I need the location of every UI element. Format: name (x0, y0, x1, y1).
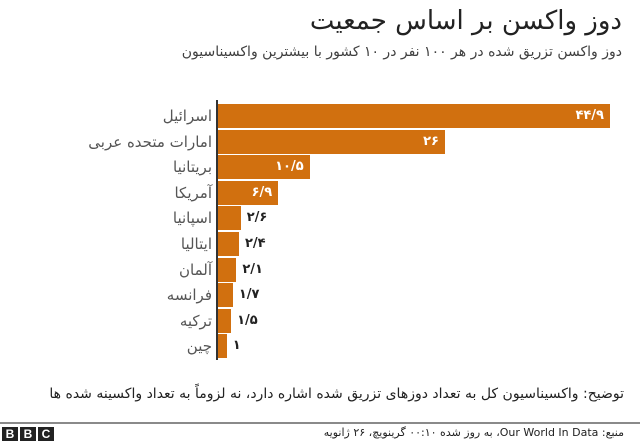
bar-row: فرانسه ۱/۷ (0, 283, 640, 308)
category-label: ترکیه (179, 311, 212, 330)
category-label: چین (186, 337, 212, 356)
bar (218, 283, 233, 308)
bar-row: آلمان ۲/۱ (0, 257, 640, 282)
bar (218, 334, 227, 359)
chart-note: توضیح: واکسیناسیون کل به تعداد دوزهای تز… (49, 386, 624, 402)
category-label: امارات متحده عربی (88, 132, 212, 151)
value-label: ۱۰/۵ (275, 159, 304, 175)
bbc-logo-letter: C (38, 427, 54, 441)
bbc-logo: B B C (2, 427, 54, 441)
source-text: منبع: Our World In Data، به روز شده ۰۰:۱… (323, 426, 624, 439)
category-label: اسپانیا (172, 209, 212, 228)
value-label: ۲/۱ (242, 261, 263, 277)
value-label: ۱/۷ (238, 287, 260, 303)
bar-row: امارات متحده عربی ۲۶ (0, 129, 640, 154)
bar-row: اسرائیل ۴۴/۹ (0, 104, 640, 128)
category-label: آلمان (179, 260, 212, 279)
bar (218, 206, 241, 231)
bbc-logo-letter: B (2, 427, 18, 441)
category-label: ایتالیا (180, 235, 212, 253)
value-label: ۲/۶ (246, 210, 268, 226)
category-label: اسرائیل (162, 107, 212, 125)
category-label: فرانسه (166, 286, 212, 305)
bar (218, 155, 310, 180)
bar-row: چین ۱ (0, 334, 640, 359)
footer-divider (0, 422, 640, 424)
bar (218, 308, 232, 333)
value-label: ۱ (232, 338, 241, 354)
bbc-logo-letter: B (20, 427, 36, 441)
value-label: ۴۴/۹ (575, 108, 604, 123)
bar (218, 180, 279, 205)
bar-row: آمریکا ۶/۹ (0, 180, 640, 205)
value-label: ۶/۹ (251, 184, 273, 200)
y-axis-line (216, 100, 218, 360)
bar (218, 257, 237, 282)
bar (218, 232, 239, 256)
value-label: ۲۶ (423, 133, 439, 149)
category-label: بریتانیا (173, 158, 212, 177)
bar (218, 129, 445, 154)
chart-title: دوز واکسن بر اساس جمعیت (309, 6, 622, 36)
chart-subtitle: دوز واکسن تزریق شده در هر ۱۰۰ نفر در ۱۰ … (181, 44, 622, 60)
value-label: ۲/۴ (244, 236, 266, 251)
category-label: آمریکا (174, 183, 212, 202)
value-label: ۱/۵ (237, 312, 258, 328)
bar (218, 104, 610, 128)
bar-row: ایتالیا ۲/۴ (0, 232, 640, 256)
bar-row: بریتانیا ۱۰/۵ (0, 155, 640, 180)
bar-row: اسپانیا ۲/۶ (0, 206, 640, 231)
bar-row: ترکیه ۱/۵ (0, 308, 640, 333)
